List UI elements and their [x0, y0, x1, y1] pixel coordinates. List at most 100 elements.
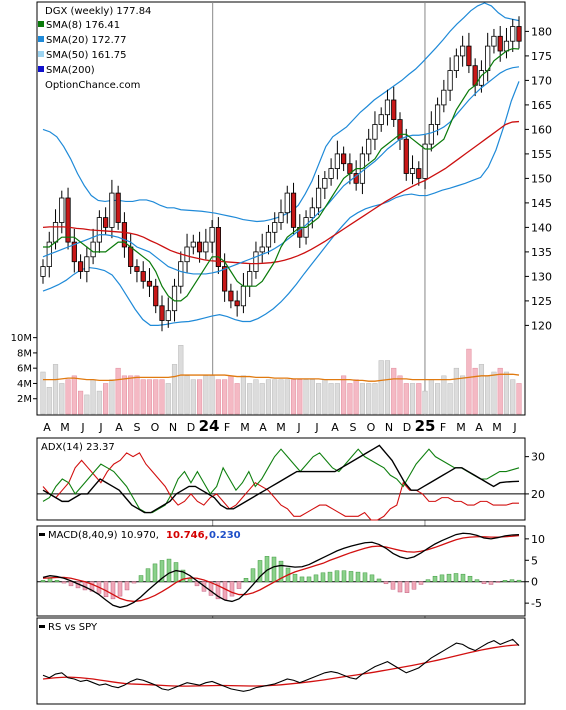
candle-body	[203, 241, 209, 253]
candle-body	[284, 192, 290, 214]
volume-bar	[96, 390, 102, 415]
macd-histogram-bar	[348, 571, 354, 582]
macd-histogram-bar	[341, 570, 347, 582]
volume-bar	[491, 371, 497, 415]
price-tick-label: 145	[531, 197, 552, 210]
candle-body	[121, 222, 128, 248]
x-axis-label: 25	[415, 417, 436, 435]
macd-histogram-bar	[320, 572, 326, 582]
volume-bar	[322, 379, 328, 415]
candle-body	[222, 266, 228, 292]
macd-histogram-bar	[306, 576, 312, 582]
candle-body	[309, 207, 315, 219]
candle-body	[165, 310, 171, 321]
x-axis-labels: A M J J A S O N D 24 F M A M J J A S O N D 25 F M A M J	[43, 417, 516, 435]
volume-bar	[40, 371, 46, 415]
x-axis-label: F	[224, 421, 230, 434]
macd-histogram-bar	[481, 581, 487, 585]
candle-body	[516, 26, 522, 42]
volume-tick-label: 2M	[17, 394, 32, 405]
candle-body	[466, 45, 472, 67]
volume-bar	[391, 367, 397, 415]
volume-bar	[222, 379, 228, 415]
x-axis-label: M	[456, 421, 466, 434]
volume-bar	[359, 383, 365, 415]
candle-body	[146, 280, 153, 287]
volume-bar	[159, 379, 165, 415]
volume-bar	[378, 360, 384, 415]
legend-sma200: SMA(200)	[46, 65, 95, 76]
volume-bar	[328, 383, 334, 415]
x-axis-label: N	[385, 421, 393, 434]
candle-body	[372, 124, 378, 140]
candle-body	[228, 290, 234, 302]
candle-body	[59, 197, 65, 223]
macd-histogram-bar	[474, 579, 480, 582]
macd-histogram-bar	[271, 556, 277, 582]
macd-histogram-bar	[131, 581, 137, 584]
adx-tick-label: 20	[531, 488, 545, 501]
volume-bar	[46, 387, 52, 415]
macd-histogram-bar	[103, 581, 109, 598]
rs-average-line	[42, 644, 520, 687]
macd-histogram-bar	[432, 575, 438, 582]
volume-bar	[422, 390, 428, 415]
x-axis-label: F	[440, 421, 446, 434]
volume-bar	[178, 345, 184, 415]
candle-body	[378, 114, 384, 125]
volume-bar	[516, 383, 522, 415]
macd-histogram-bar	[145, 568, 151, 582]
volume-bar	[303, 379, 309, 415]
volume-bar	[478, 364, 484, 415]
volume-bar	[278, 379, 284, 415]
x-axis-label: A	[115, 421, 123, 434]
macd-histogram-bar	[152, 563, 158, 582]
macd-histogram-bar	[376, 578, 382, 582]
volume-bar	[203, 375, 209, 415]
macd-line	[42, 532, 520, 609]
volume-bar	[366, 383, 372, 415]
rs-swatch	[39, 625, 45, 628]
macd-histogram-bar	[124, 581, 130, 591]
macd-signal-label: 10.746,	[166, 530, 208, 541]
volume-bar	[109, 379, 115, 415]
candle-body	[328, 168, 334, 179]
x-axis-label: S	[134, 421, 141, 434]
candle-body	[103, 217, 109, 228]
macd-histogram-bar	[187, 578, 193, 582]
macd-histogram-bar	[68, 581, 74, 587]
volume-bar	[397, 375, 403, 415]
candle-body	[128, 246, 134, 268]
legend: DGX (weekly) 177.84 SMA(8) 176.41 SMA(20…	[38, 3, 151, 91]
candle-body	[341, 153, 347, 165]
volume-bar	[115, 367, 121, 415]
candle-body	[159, 305, 165, 321]
volume-bar	[353, 379, 359, 415]
macd-histogram-bar	[159, 560, 165, 582]
price-tick-label: 135	[531, 246, 552, 259]
volume-bar	[234, 383, 240, 415]
candle-body	[215, 226, 221, 267]
price-tick-label: 175	[531, 50, 552, 63]
candle-body	[153, 285, 159, 307]
volume-bar	[134, 375, 140, 415]
price-tick-label: 140	[531, 221, 552, 234]
volume-bar	[510, 379, 516, 415]
volume-bar	[121, 375, 127, 415]
macd-histogram-bar	[166, 558, 172, 582]
x-axis-label: J	[314, 421, 318, 434]
volume-axis: 2M 4M 6M 8M 10M	[11, 333, 37, 405]
volume-bar	[71, 375, 77, 415]
macd-histogram-bar	[383, 581, 389, 585]
candle-body	[447, 70, 453, 91]
volume-bar	[247, 383, 253, 415]
adx-lines	[37, 444, 525, 521]
macd-histogram-bar	[495, 581, 501, 583]
candle-body	[460, 45, 466, 57]
candle-body	[40, 266, 46, 277]
rs-lines	[42, 638, 520, 692]
macd-histogram-bar	[439, 574, 445, 582]
price-tick-label: 125	[531, 295, 552, 308]
volume-bar	[209, 375, 215, 415]
x-axis-label: M	[240, 421, 250, 434]
